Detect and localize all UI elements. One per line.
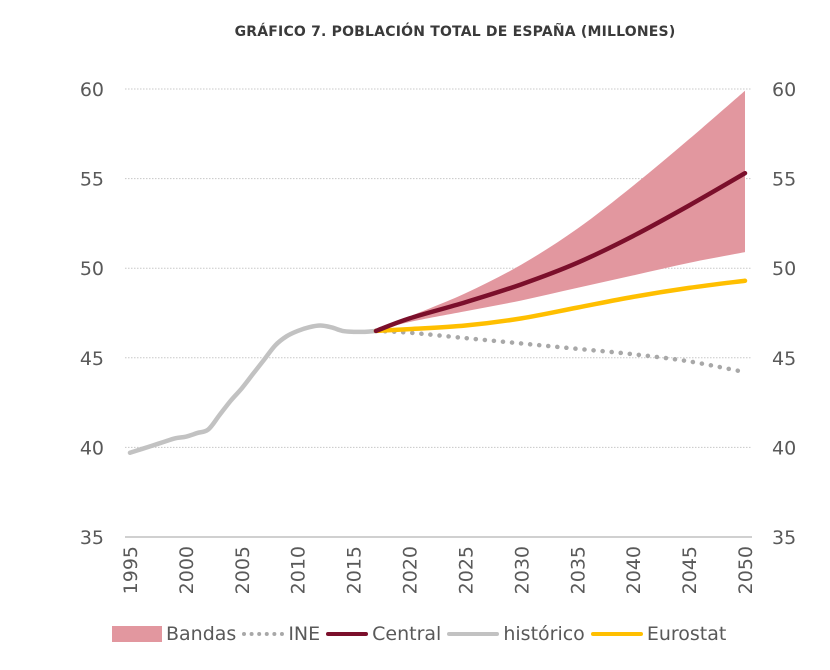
y-tick-right-35: 35 (772, 527, 796, 549)
y-tick-left-35: 35 (80, 527, 104, 549)
y-tick-right-45: 45 (772, 348, 796, 370)
x-tick-2005: 2005 (232, 546, 254, 594)
legend-label-bandas: Bandas (166, 623, 237, 645)
chart-title: GRÁFICO 7. POBLACIÓN TOTAL DE ESPAÑA (MI… (234, 24, 676, 40)
x-tick-2020: 2020 (400, 546, 422, 594)
legend-item-central: Central (326, 623, 441, 645)
y-axis-left: 35 40 45 50 55 60 (80, 79, 104, 549)
legend-item-ine: INE (242, 623, 320, 645)
legend-item-eurostat: Eurostat (590, 623, 727, 645)
y-tick-right-40: 40 (772, 437, 796, 459)
series-layer (127, 170, 748, 456)
y-tick-left-50: 50 (80, 258, 104, 280)
legend-swatch-bandas (112, 626, 162, 642)
x-tick-2000: 2000 (176, 546, 198, 594)
y-tick-right-55: 55 (772, 169, 796, 191)
legend-item-historico: histórico (447, 623, 585, 645)
x-tick-2045: 2045 (679, 546, 701, 594)
legend-item-bandas: Bandas (112, 623, 236, 645)
legend: Bandas INE Central histórico Eurostat (112, 620, 732, 648)
series-line-central (373, 170, 748, 334)
legend-label-central: Central (372, 623, 442, 645)
legend-swatch-central (326, 632, 369, 636)
y-tick-left-45: 45 (80, 348, 104, 370)
x-tick-2050: 2050 (735, 546, 757, 594)
band-area (376, 90, 745, 331)
legend-swatch-eurostat (590, 632, 643, 636)
x-tick-2025: 2025 (455, 546, 477, 594)
x-tick-1995: 1995 (120, 546, 142, 594)
series-line-historico (127, 323, 379, 456)
legend-label-historico: histórico (503, 623, 585, 645)
legend-swatch-historico (447, 632, 500, 636)
x-tick-2010: 2010 (288, 546, 310, 594)
series-line-eurostat (373, 278, 748, 334)
x-tick-2040: 2040 (623, 546, 645, 594)
x-axis: 1995 2000 2005 2010 2015 2020 2025 2030 2035 2040… (120, 546, 757, 594)
x-tick-2015: 2015 (344, 546, 366, 594)
legend-label-ine: INE (288, 623, 321, 645)
y-tick-right-50: 50 (772, 258, 796, 280)
x-tick-2030: 2030 (511, 546, 533, 594)
legend-label-eurostat: Eurostat (646, 623, 727, 645)
y-axis-right: 35 40 45 50 55 60 (772, 79, 796, 549)
y-tick-left-60: 60 (80, 79, 104, 101)
y-tick-left-55: 55 (80, 169, 104, 191)
y-tick-left-40: 40 (80, 437, 104, 459)
legend-swatch-ine (242, 632, 285, 636)
y-tick-right-60: 60 (772, 79, 796, 101)
band-layer (376, 90, 745, 331)
series-line-ine (373, 328, 748, 375)
x-tick-2035: 2035 (567, 546, 589, 594)
